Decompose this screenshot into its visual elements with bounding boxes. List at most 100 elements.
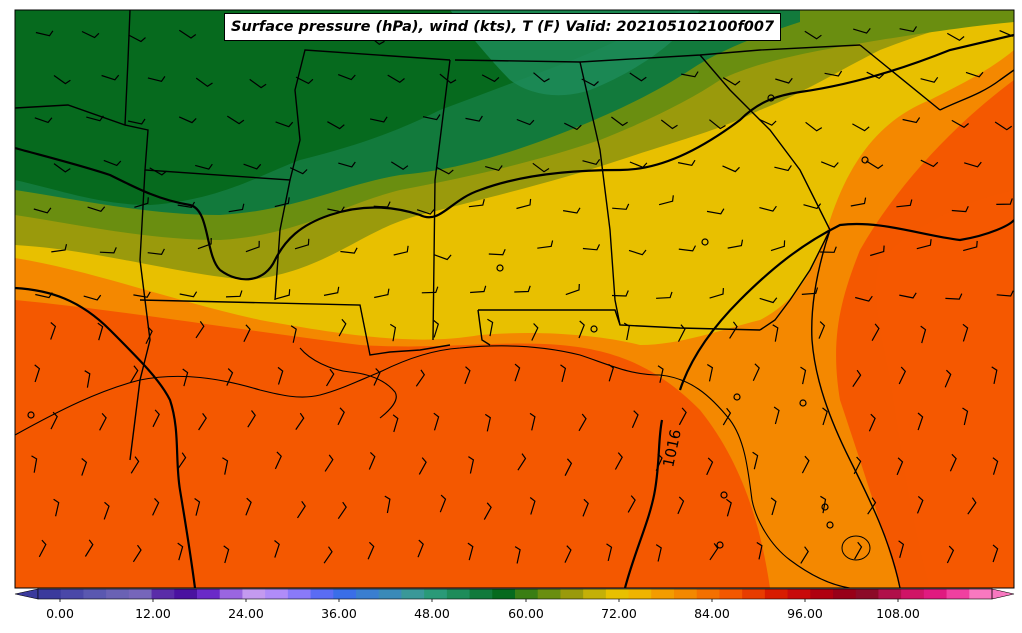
wind-barb [805,121,823,132]
wind-barb [468,456,475,474]
colorbar-max-extend [991,588,1015,600]
wind-barb [433,254,452,261]
wind-barb [533,72,550,83]
wind-barb [35,30,54,37]
map-frame [14,9,1015,589]
wind-barb [369,116,388,123]
wind-barb [582,159,601,165]
colorbar-segment [742,589,766,599]
colorbar-segment [810,589,834,599]
colorbar-segment [923,589,948,599]
wind-barb [53,163,71,173]
wind-barb [243,163,262,170]
wind-barb [899,292,917,299]
wind-barb [249,78,267,89]
wind-barb [564,458,573,476]
wind-barb [565,283,580,296]
wind-barb [337,74,356,81]
wind-barb [177,542,184,561]
wind-barb [709,119,726,130]
colorbar-segment [719,589,743,599]
wind-barb [514,285,531,293]
wind-barb [729,321,738,339]
wind-barb [899,26,918,33]
wind-barb [289,167,308,175]
colorbar-segment [696,589,720,599]
wind-barb [516,118,535,126]
wind-barb [134,197,149,208]
colorbar-tick-label: 24.00 [228,606,264,621]
colorbar [14,588,1015,602]
wind-barb [951,119,969,129]
wind-barb [483,502,492,520]
wind-barb [222,457,229,475]
wind-barb [152,497,160,516]
colorbar-segment [787,589,811,599]
colorbar-tick-label: 12.00 [135,606,171,621]
wind-barb [367,541,375,560]
wind-barb [295,412,305,430]
wind-barb [147,76,166,82]
colorbar-tick-label: 48.00 [414,606,450,621]
wind-barb [178,29,197,39]
wind-barb [51,244,68,253]
wind-barb [481,74,500,83]
wind-barb [532,162,550,173]
colorbar-segment [333,589,357,599]
colorbar-segment [515,589,539,599]
wind-barb [581,78,599,87]
wind-barb [439,73,457,84]
wind-barb [132,544,142,563]
wind-barb [709,543,719,561]
wind-barb [722,407,732,426]
wind-barb [706,457,714,476]
wind-barb [99,413,107,431]
colorbar-segment [946,589,970,599]
colorbar-segment [287,589,312,599]
wind-barb [947,32,965,42]
wind-barb [804,30,822,40]
wind-barb [433,319,439,338]
wind-barb [631,410,639,429]
wind-barb [657,365,664,383]
wind-barb [243,324,251,343]
wind-barb [756,541,763,560]
wind-barb [529,412,536,431]
wind-barb [866,71,885,80]
wind-barb [390,161,409,171]
wind-barb [38,539,47,558]
wind-barb [898,366,907,385]
wind-barb [678,407,687,426]
wind-barb [949,453,957,472]
colorbar-segment [83,589,107,599]
wind-barb [759,297,778,304]
wind-barb [323,546,333,564]
wind-barb [854,541,863,560]
wind-barb [101,74,120,81]
colorbar-min-extend [14,588,39,600]
wind-barb [722,77,741,86]
wind-barb [53,75,71,85]
colorbar-segment [446,589,471,599]
wind-barb [34,364,41,383]
wind-barb [916,239,932,250]
wind-barb [945,293,963,300]
wind-barb [195,77,213,88]
wind-barb [338,161,356,168]
wind-barb [920,159,939,168]
wind-barb [855,295,873,302]
wind-barb [368,451,376,470]
wind-barb [514,546,521,564]
wind-barb [484,413,491,432]
wind-barb [517,453,527,471]
wind-barb [128,34,146,43]
wind-barb [824,70,843,77]
wind-barb [145,326,153,345]
wind-barb [564,545,572,563]
wind-barb [324,454,334,472]
wind-barb [194,498,201,516]
wind-barb [35,292,53,299]
wind-barb [898,540,905,558]
wind-barb [582,498,589,517]
colorbar-segment [356,589,380,599]
